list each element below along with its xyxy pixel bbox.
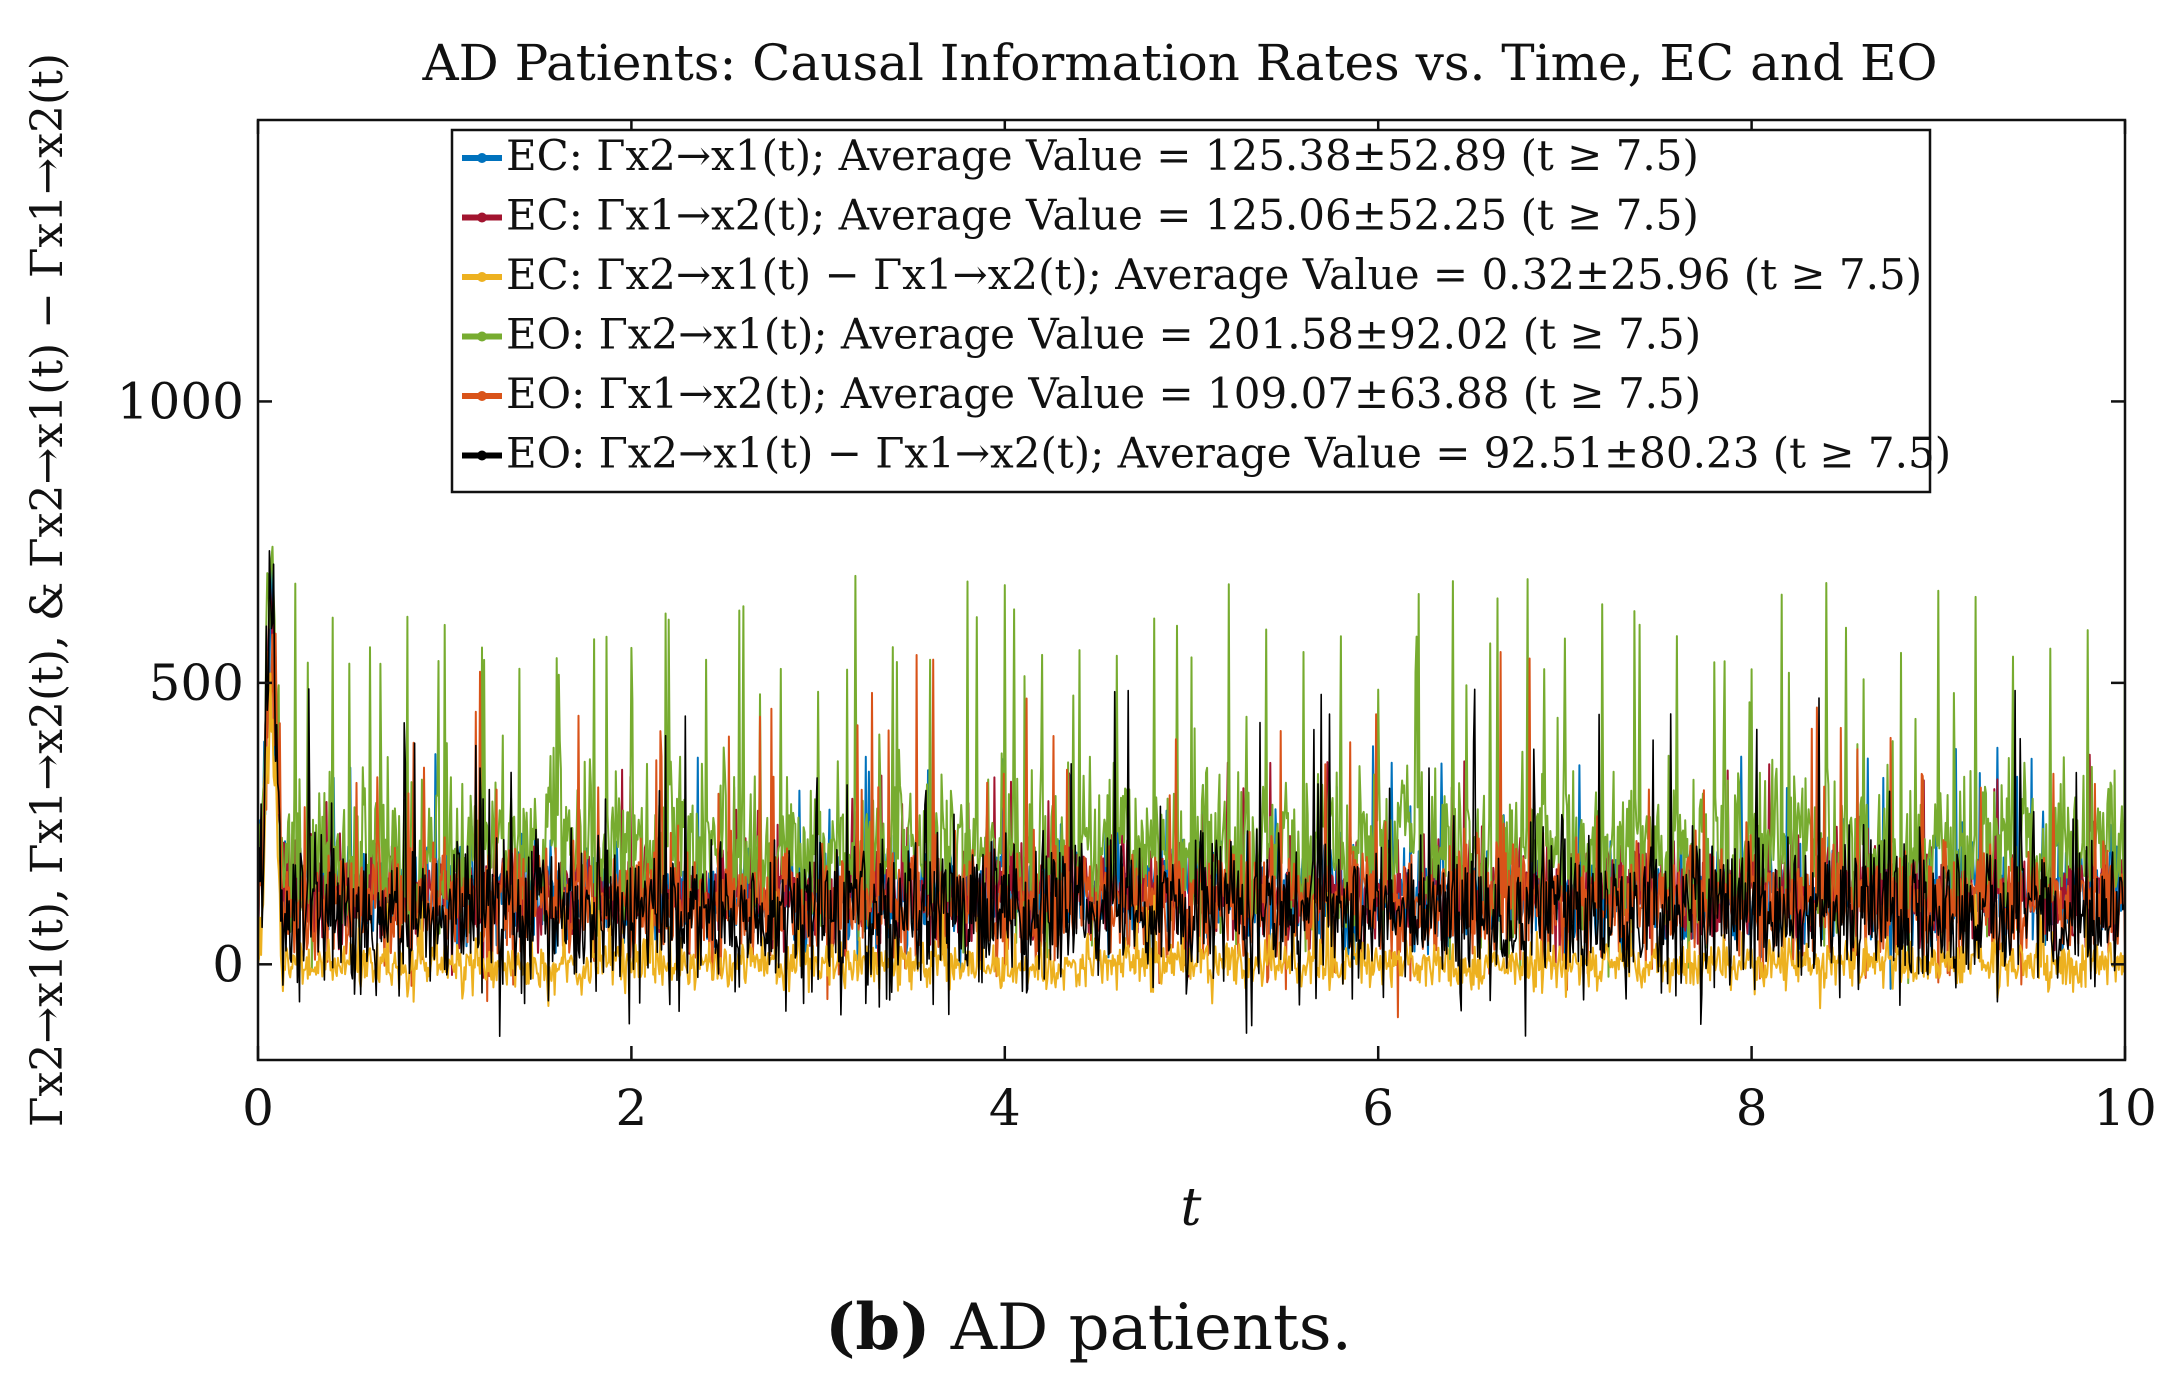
legend-marker — [477, 272, 487, 282]
legend-entry-5: EO: Γx2→x1(t) − Γx1→x2(t); Average Value… — [506, 429, 1951, 478]
y-tick-label: 500 — [149, 654, 244, 712]
y-axis-title: Γx2→x1(t), Γx1→x2(t), & Γx2→x1(t) − Γx1→… — [22, 53, 73, 1127]
x-tick-label: 0 — [242, 1079, 274, 1137]
legend-entry-1: EC: Γx1→x2(t); Average Value = 125.06±52… — [506, 191, 1699, 240]
series-line-3 — [258, 545, 2125, 985]
figure-caption: (b) AD patients. — [0, 1290, 2177, 1365]
legend-marker — [477, 212, 487, 223]
x-axis-title: t — [1181, 1178, 1202, 1238]
legend-marker — [477, 153, 487, 163]
x-tick-label: 6 — [1362, 1079, 1394, 1137]
legend-marker — [477, 331, 487, 342]
legend-entry-3: EO: Γx2→x1(t); Average Value = 201.58±92… — [506, 310, 1701, 359]
x-tick-label: 10 — [2093, 1079, 2157, 1137]
chart-title: AD Patients: Causal Information Rates vs… — [422, 34, 1938, 92]
y-tick-label: 1000 — [117, 372, 244, 430]
caption-label: (b) — [825, 1290, 931, 1365]
legend-entry-0: EC: Γx2→x1(t); Average Value = 125.38±52… — [506, 131, 1699, 180]
y-tick-label: 0 — [212, 935, 244, 993]
series-group — [258, 545, 2125, 1037]
x-tick-label: 2 — [615, 1079, 647, 1137]
x-tick-label: 4 — [989, 1079, 1021, 1137]
series-line-5 — [258, 549, 2125, 1037]
legend-entry-4: EO: Γx1→x2(t); Average Value = 109.07±63… — [506, 369, 1701, 418]
legend-marker — [477, 450, 487, 461]
ticks-group: 0 2 4 6 8 10 0 500 1000 — [117, 120, 2157, 1137]
legend-marker — [477, 391, 487, 401]
legend-entry-2: EC: Γx2→x1(t) − Γx1→x2(t); Average Value… — [506, 250, 1922, 299]
legend-box — [450, 128, 1932, 494]
legend: EC: Γx2→x1(t); Average Value = 125.38±52… — [450, 128, 1951, 494]
x-tick-label: 8 — [1736, 1079, 1768, 1137]
plot-frame — [256, 118, 2127, 1062]
caption-text: AD patients. — [950, 1291, 1352, 1365]
